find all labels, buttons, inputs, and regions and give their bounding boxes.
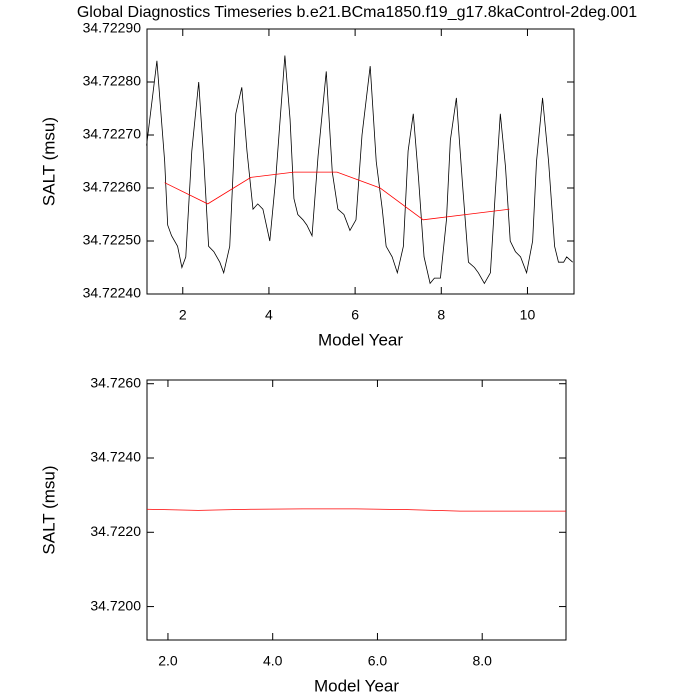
y-tick-label: 34.72240 <box>83 285 142 301</box>
x-tick-label: 8 <box>437 307 445 323</box>
plot-frame <box>146 379 567 641</box>
x-tick-label: 2.0 <box>158 653 178 669</box>
x-tick-label: 10 <box>520 307 536 323</box>
series-line <box>146 508 566 512</box>
y-tick-label: 34.7220 <box>90 523 141 539</box>
y-tick-label: 34.72290 <box>83 20 142 36</box>
y-tick-label: 34.7240 <box>90 449 141 465</box>
y-axis-label: SALT (msu) <box>39 465 58 554</box>
y-tick-label: 34.72260 <box>83 179 142 195</box>
x-tick-label: 4 <box>265 307 273 323</box>
x-tick-label: 6.0 <box>368 653 388 669</box>
x-axis-label: Model Year <box>314 676 399 695</box>
x-tick-label: 4.0 <box>263 653 283 669</box>
y-tick-label: 34.7260 <box>90 374 141 390</box>
y-tick-label: 34.72270 <box>83 126 142 142</box>
x-tick-label: 2 <box>179 307 187 323</box>
y-tick-label: 34.72250 <box>83 232 142 248</box>
series-line <box>146 55 573 285</box>
x-tick-label: 6 <box>351 307 359 323</box>
y-tick-label: 34.72280 <box>83 73 142 89</box>
plot-frame <box>146 28 575 295</box>
x-axis-label: Model Year <box>318 330 403 349</box>
series-line <box>164 171 510 221</box>
chart-title: Global Diagnostics Timeseries b.e21.BCma… <box>77 4 637 21</box>
y-axis-label: SALT (msu) <box>39 117 58 206</box>
x-tick-label: 8.0 <box>472 653 492 669</box>
y-tick-label: 34.7200 <box>90 597 141 613</box>
